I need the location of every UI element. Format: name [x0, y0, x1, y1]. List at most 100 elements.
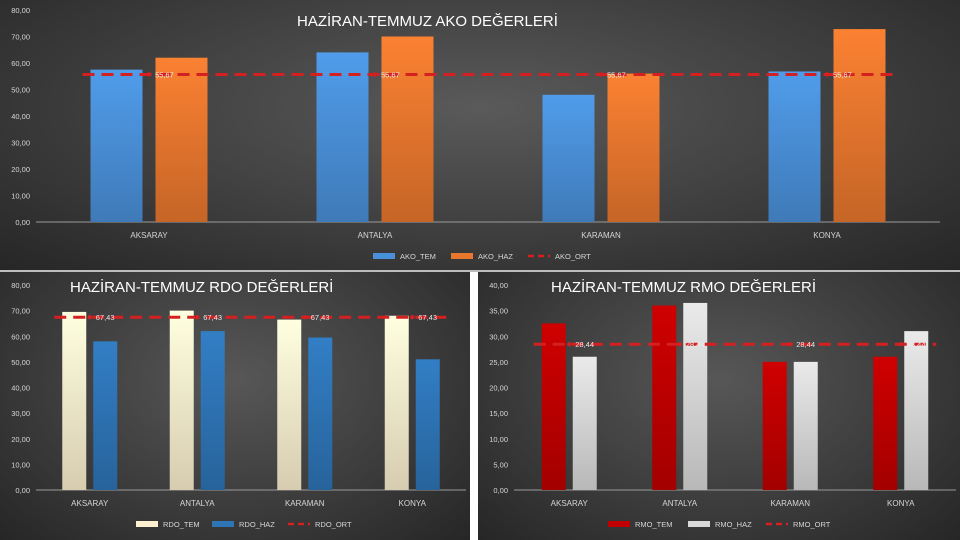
rmo-average-data-label: 28,44 [796, 340, 815, 349]
rmo-bar-rmo-haz-karaman [793, 361, 818, 490]
rdo-legend-label: RDO_TEM [163, 520, 200, 529]
ako-average-point [146, 72, 152, 77]
rdo-average-point [302, 315, 307, 320]
rmo-category-label: AKSARAY [551, 499, 589, 508]
ako-average-data-label: 55,67 [833, 70, 852, 79]
ako-chart-svg: 0,00 10,00 20,00 30,00 40,00 50,00 60,00 70,00 8… [11, 6, 940, 261]
rdo-ytick-label: 80,00 [11, 281, 30, 290]
rmo-ytick-label: 10,00 [489, 435, 508, 444]
rmo-chart-svg: 0,00 5,00 10,00 15,00 20,00 25,00 30,00 35,00 40… [489, 281, 956, 529]
ako-average-data-label: 55,67 [155, 70, 174, 79]
rmo-bar-rmo-haz-aksaray [572, 356, 597, 490]
rdo-average-data-label: 67,43 [418, 313, 437, 322]
rdo-chart-svg: 0,00 10,00 20,00 30,00 40,00 50,00 60,00 70,00 8… [11, 281, 466, 529]
rdo-bar-rdo-tem-antalya [169, 310, 194, 490]
rdo-ytick-label: 40,00 [11, 384, 30, 393]
rmo-average-point [788, 342, 793, 347]
ako-ytick-label: 20,00 [11, 165, 30, 174]
rmo-average-point [567, 342, 572, 347]
rmo-bar-rmo-haz-antalya [683, 302, 708, 490]
rdo-category-label: ANTALYA [180, 499, 215, 508]
ako-ytick-label: 30,00 [11, 139, 30, 148]
ako-ytick-label: 60,00 [11, 59, 30, 68]
rdo-average-data-label: 67,43 [96, 313, 115, 322]
rdo-category-label: KONYA [399, 499, 427, 508]
rmo-legend-label: RMO_HAZ [715, 520, 752, 529]
ako-bar-ako-haz-konya [833, 29, 886, 222]
rdo-bar-rdo-tem-konya [384, 315, 409, 490]
ako-category-label: KONYA [813, 231, 841, 240]
ako-average-data-label: 55,67 [607, 70, 626, 79]
rmo-category-label: KARAMAN [770, 499, 810, 508]
ako-bar-ako-tem-karaman [542, 94, 595, 222]
ako-chart-title: HAZİRAN-TEMMUZ AKO DEĞERLERİ [297, 13, 558, 30]
rmo-average-data-label: 28,44 [907, 340, 926, 349]
ako-bar-ako-haz-antalya [381, 36, 434, 222]
rdo-bar-rdo-haz-antalya [200, 331, 225, 490]
rmo-legend-label: RMO_TEM [635, 520, 673, 529]
ako-ytick-label: 70,00 [11, 33, 30, 42]
rdo-ytick-label: 20,00 [11, 435, 30, 444]
ako-ytick-label: 50,00 [11, 86, 30, 95]
rdo-average-point [410, 315, 415, 320]
rdo-average-data-label: 67,43 [311, 313, 330, 322]
rmo-average-point [898, 342, 903, 347]
ako-bar-ako-tem-antalya [316, 52, 369, 223]
rmo-ytick-label: 25,00 [489, 358, 508, 367]
rdo-chart-title: HAZİRAN-TEMMUZ RDO DEĞERLERİ [70, 279, 334, 296]
rdo-ytick-label: 30,00 [11, 409, 30, 418]
rmo-legend-swatch [688, 521, 710, 527]
ako-category-label: ANTALYA [358, 231, 393, 240]
ako-bar-ako-haz-karaman [607, 73, 660, 222]
rmo-ytick-label: 30,00 [489, 332, 508, 341]
rdo-category-label: KARAMAN [285, 499, 325, 508]
rmo-ytick-label: 20,00 [489, 384, 508, 393]
horizontal-divider [0, 270, 960, 272]
rdo-ytick-label: 10,00 [11, 460, 30, 469]
vertical-divider [470, 272, 478, 540]
ako-average-point [598, 72, 604, 77]
rmo-ytick-label: 0,00 [493, 486, 508, 495]
rmo-ytick-label: 40,00 [489, 281, 508, 290]
ako-ytick-label: 40,00 [11, 112, 30, 121]
rdo-ytick-label: 70,00 [11, 307, 30, 316]
rmo-legend-swatch [608, 521, 630, 527]
rmo-ytick-label: 5,00 [493, 460, 508, 469]
rdo-ytick-label: 0,00 [15, 486, 30, 495]
rmo-bar-rmo-tem-antalya [652, 305, 677, 490]
rmo-bar-rmo-tem-konya [873, 356, 898, 490]
rdo-ytick-label: 60,00 [11, 332, 30, 341]
ako-legend-swatch [373, 253, 395, 259]
ako-chart-panel: 0,00 10,00 20,00 30,00 40,00 50,00 60,00 70,00 8… [0, 0, 960, 270]
rmo-category-label: KONYA [887, 499, 915, 508]
rdo-ytick-label: 50,00 [11, 358, 30, 367]
rmo-bar-rmo-tem-aksaray [541, 323, 566, 490]
rmo-average-data-label: 28,44 [686, 340, 705, 349]
rdo-chart-panel: 0,00 10,00 20,00 30,00 40,00 50,00 60,00 70,00 8… [0, 272, 470, 540]
rdo-average-data-label: 67,43 [203, 313, 222, 322]
rmo-bar-rmo-tem-karaman [762, 361, 787, 490]
ako-ytick-label: 80,00 [11, 6, 30, 15]
rmo-chart-title: HAZİRAN-TEMMUZ RMO DEĞERLERİ [551, 279, 817, 296]
rmo-legend-label: RMO_ORT [793, 520, 831, 529]
rdo-legend-swatch [212, 521, 234, 527]
rmo-average-point [677, 342, 682, 347]
rmo-ytick-label: 15,00 [489, 409, 508, 418]
rdo-bar-rdo-tem-aksaray [62, 311, 87, 490]
ako-legend-label: AKO_ORT [555, 252, 591, 261]
ako-bar-ako-tem-konya [768, 71, 821, 222]
ako-bar-ako-haz-aksaray [155, 57, 208, 223]
ako-category-label: KARAMAN [581, 231, 621, 240]
rdo-bar-rdo-tem-karaman [277, 319, 302, 490]
ako-bar-ako-tem-aksaray [90, 69, 143, 222]
ako-ytick-label: 10,00 [11, 192, 30, 201]
rmo-chart-panel: 0,00 5,00 10,00 15,00 20,00 25,00 30,00 35,00 40… [478, 272, 960, 540]
rmo-average-data-label: 28,44 [575, 340, 594, 349]
rdo-bar-rdo-haz-konya [415, 359, 440, 490]
rmo-ytick-label: 35,00 [489, 307, 508, 316]
ako-legend-swatch [451, 253, 473, 259]
rdo-legend-swatch [136, 521, 158, 527]
ako-category-label: AKSARAY [130, 231, 168, 240]
ako-average-data-label: 55,67 [381, 70, 400, 79]
rdo-category-label: AKSARAY [71, 499, 109, 508]
